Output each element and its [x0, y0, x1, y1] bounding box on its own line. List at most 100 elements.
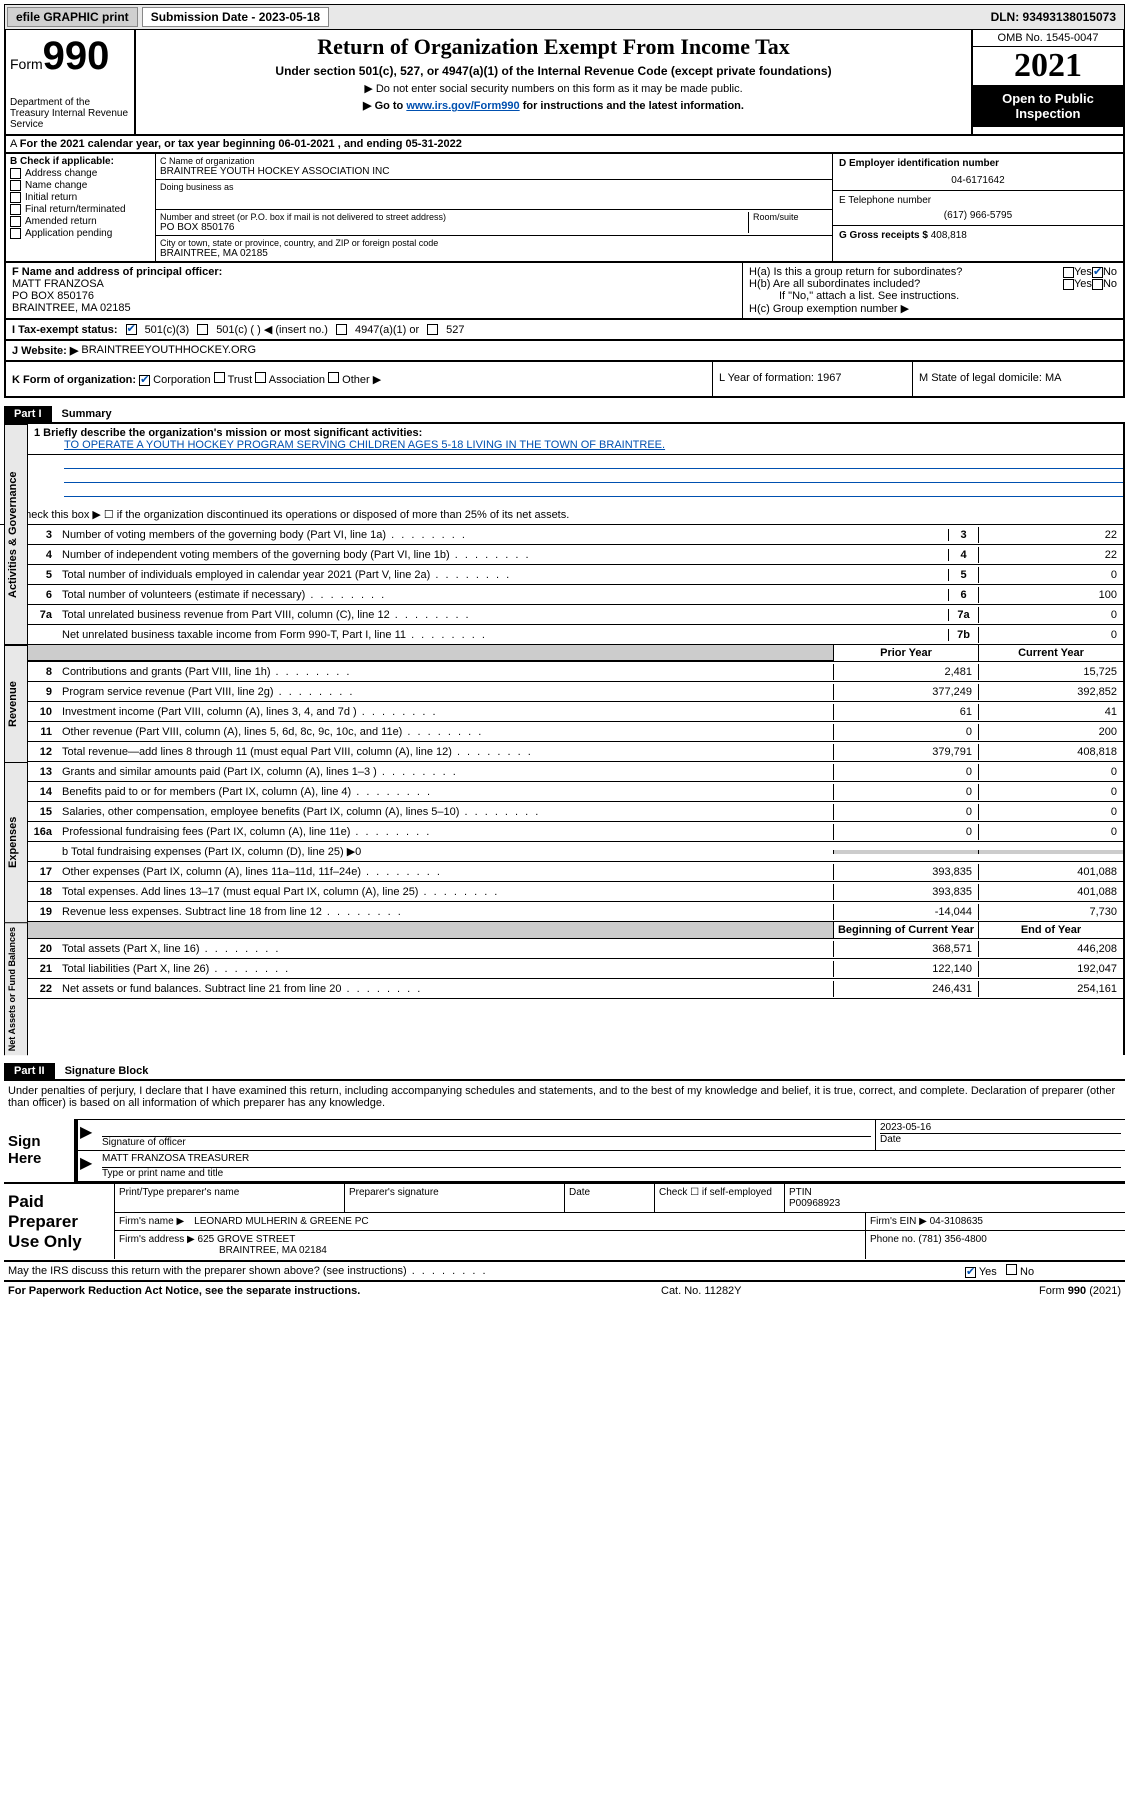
sign-here-label: Sign Here: [4, 1119, 74, 1182]
org-address: PO BOX 850176: [160, 222, 748, 233]
mission-text: TO OPERATE A YOUTH HOCKEY PROGRAM SERVIN…: [64, 439, 665, 451]
form-number: 990: [43, 34, 110, 78]
top-toolbar: efile GRAPHIC print Submission Date - 20…: [4, 4, 1125, 30]
hb-label: H(b) Are all subordinates included?: [749, 278, 1063, 290]
box-f-label: F Name and address of principal officer:: [12, 266, 736, 278]
checkbox-app-pending[interactable]: [10, 228, 21, 239]
firm-ein: 04-3108635: [930, 1216, 983, 1227]
cb-501c3[interactable]: [126, 324, 137, 335]
part2-num: Part II: [4, 1063, 55, 1079]
prep-h3: Date: [564, 1184, 654, 1212]
dba-label: Doing business as: [160, 182, 828, 192]
org-name: BRAINTREE YOUTH HOCKEY ASSOCIATION INC: [160, 166, 828, 177]
firm-addr2: BRAINTREE, MA 02184: [219, 1245, 327, 1256]
box-d-label: D Employer identification number: [839, 158, 1117, 169]
arrow-icon: ▶: [78, 1120, 98, 1150]
prep-h4: Check ☐ if self-employed: [654, 1184, 784, 1212]
side-revenue: Revenue: [4, 645, 28, 762]
arrow-icon: ▶: [78, 1151, 98, 1181]
sig-name: MATT FRANZOSA TREASURER: [102, 1153, 1121, 1167]
row-k-org: K Form of organization: Corporation Trus…: [4, 362, 1125, 398]
sig-date-label: Date: [880, 1133, 1121, 1145]
hb-note: If "No," attach a list. See instructions…: [749, 290, 1117, 302]
preparer-block: Paid Preparer Use Only Print/Type prepar…: [4, 1182, 1125, 1262]
officer-addr1: PO BOX 850176: [12, 290, 736, 302]
line-2: 2 Check this box ▶ ☐ if the organization…: [0, 505, 1123, 525]
part1-header: Part I Summary: [4, 406, 1125, 424]
form-label: Form: [10, 56, 43, 72]
sig-date: 2023-05-16: [880, 1122, 1121, 1133]
sign-block: Sign Here ▶ Signature of officer 2023-05…: [4, 1119, 1125, 1182]
cb-4947[interactable]: [336, 324, 347, 335]
room-label: Room/suite: [753, 212, 828, 222]
form-subtitle: Under section 501(c), 527, or 4947(a)(1)…: [140, 64, 967, 78]
part1-title: Summary: [52, 406, 122, 422]
cb-527[interactable]: [427, 324, 438, 335]
tax-status-label: I Tax-exempt status:: [12, 324, 118, 336]
submission-date-badge: Submission Date - 2023-05-18: [142, 7, 329, 27]
dept-label: Department of the Treasury Internal Reve…: [10, 97, 130, 130]
hc-label: H(c) Group exemption number ▶: [749, 302, 1117, 315]
preparer-label: Paid Preparer Use Only: [4, 1184, 114, 1260]
ein-value: 04-6171642: [839, 175, 1117, 186]
cb-assoc[interactable]: [255, 372, 266, 383]
perjury-text: Under penalties of perjury, I declare th…: [4, 1081, 1125, 1113]
checkbox-name-change[interactable]: [10, 180, 21, 191]
gross-receipts: 408,818: [931, 230, 967, 241]
cb-501c[interactable]: [197, 324, 208, 335]
row-a-period: A For the 2021 calendar year, or tax yea…: [4, 136, 1125, 154]
firm-addr1: 625 GROVE STREET: [198, 1234, 296, 1245]
hdr-current: Current Year: [978, 645, 1123, 661]
firm-name-label: Firm's name ▶: [119, 1216, 184, 1227]
discuss-yes[interactable]: [965, 1267, 976, 1278]
ptin-value: P00968923: [789, 1198, 840, 1209]
website-value: BRAINTREEYOUTHHOCKEY.ORG: [81, 344, 256, 357]
cb-other[interactable]: [328, 372, 339, 383]
omb-number: OMB No. 1545-0047: [973, 30, 1123, 47]
ha-yes[interactable]: [1063, 267, 1074, 278]
checkbox-final-return[interactable]: [10, 204, 21, 215]
irs-link[interactable]: www.irs.gov/Form990: [406, 100, 519, 112]
part2-title: Signature Block: [55, 1063, 159, 1079]
side-activities-gov: Activities & Governance: [4, 424, 28, 645]
cb-trust[interactable]: [214, 372, 225, 383]
phone-value: (617) 966-5795: [839, 210, 1117, 221]
firm-phone: (781) 356-4800: [918, 1234, 986, 1245]
firm-addr-label: Firm's address ▶: [119, 1234, 195, 1245]
part2-header: Part II Signature Block: [4, 1063, 1125, 1081]
discuss-no[interactable]: [1006, 1264, 1017, 1275]
row-i-tax-status: I Tax-exempt status: 501(c)(3) 501(c) ( …: [4, 320, 1125, 341]
form-header: Form990 Department of the Treasury Inter…: [4, 30, 1125, 136]
cb-corp[interactable]: [139, 375, 150, 386]
hdr-prior: Prior Year: [833, 645, 978, 661]
sig-name-label: Type or print name and title: [102, 1167, 1121, 1179]
hb-yes[interactable]: [1063, 279, 1074, 290]
website-label: J Website: ▶: [12, 344, 78, 357]
form-footer: Form 990 (2021): [961, 1285, 1121, 1297]
line-1: 1 Briefly describe the organization's mi…: [28, 424, 1123, 455]
hdr-end: End of Year: [978, 922, 1123, 938]
addr-label: Number and street (or P.O. box if mail i…: [160, 212, 748, 222]
hb-no[interactable]: [1092, 279, 1103, 290]
ha-no[interactable]: [1092, 267, 1103, 278]
hdr-beginning: Beginning of Current Year: [833, 922, 978, 938]
korg-label: K Form of organization:: [12, 374, 136, 386]
tax-year: 2021: [973, 47, 1123, 85]
ha-label: H(a) Is this a group return for subordin…: [749, 266, 1063, 278]
box-b-label: B Check if applicable:: [10, 156, 151, 167]
side-expenses: Expenses: [4, 762, 28, 922]
checkbox-address-change[interactable]: [10, 168, 21, 179]
city-label: City or town, state or province, country…: [160, 238, 828, 248]
header-grid: B Check if applicable: Address change Na…: [4, 154, 1125, 263]
line-16b: b Total fundraising expenses (Part IX, c…: [58, 843, 833, 860]
cat-no: Cat. No. 11282Y: [661, 1285, 961, 1297]
efile-print-button[interactable]: efile GRAPHIC print: [7, 7, 138, 27]
checkbox-initial-return[interactable]: [10, 192, 21, 203]
officer-addr2: BRAINTREE, MA 02185: [12, 302, 736, 314]
officer-name: MATT FRANZOSA: [12, 278, 736, 290]
checkbox-amended[interactable]: [10, 216, 21, 227]
part1-num: Part I: [4, 406, 52, 422]
prep-h2: Preparer's signature: [344, 1184, 564, 1212]
org-city: BRAINTREE, MA 02185: [160, 248, 828, 259]
form-note-1: ▶ Do not enter social security numbers o…: [140, 82, 967, 95]
